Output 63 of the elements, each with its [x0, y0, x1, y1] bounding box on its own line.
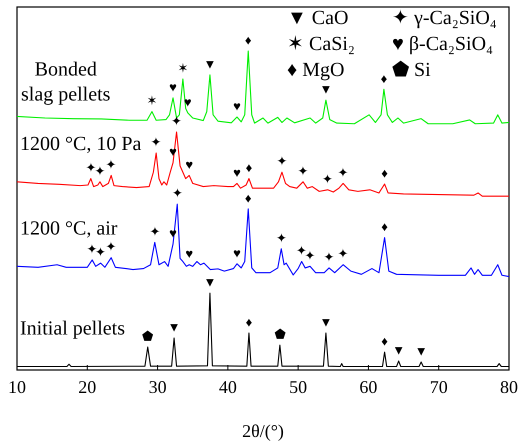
annotation: ✦ [106, 239, 117, 254]
annotation: ♦ [381, 166, 388, 181]
annotation: ▼ [168, 320, 181, 335]
x-tick-label: 30 [148, 376, 167, 397]
x-tick-label: 70 [430, 376, 448, 397]
annotation: ♦ [246, 314, 253, 330]
annotation: ✦ [94, 163, 106, 178]
annotation: ♦ [381, 219, 388, 234]
x-tick-label: 60 [359, 376, 378, 397]
annotation: ♥ β-Ca₂SiO₄ [392, 33, 494, 55]
series-label: 1200 °C, 10 Pa [20, 132, 142, 155]
annotation: ✶ [177, 60, 188, 76]
annotation: ♦ [380, 70, 388, 86]
annotation: ♥ [233, 245, 242, 260]
annotation: ✦ [338, 246, 349, 262]
annotation: ✦ [322, 171, 334, 186]
series-label: Initial pellets [20, 317, 126, 340]
annotation: ✦ [150, 134, 162, 150]
annotation: ▼ [414, 344, 428, 359]
annotation: ♥ [169, 79, 178, 94]
annotation: ⬟ [142, 328, 154, 344]
annotation: ✦ [149, 224, 160, 239]
x-tick-label: 80 [500, 376, 518, 397]
annotation: ✦ [85, 160, 96, 176]
annotation: ♦ MgO [287, 59, 344, 81]
annotation: ♦ [244, 190, 252, 206]
series-label: 1200 °C, air [20, 217, 118, 240]
x-axis-title: 2θ/(°) [242, 421, 284, 441]
text: ▼ CaO [287, 7, 348, 29]
annotation: ✶ [146, 93, 158, 108]
annotation: ✦ [296, 243, 308, 258]
text: ✦ γ-Ca₂SiO₄ [392, 7, 497, 29]
annotation: ✶ CaSi₂ [287, 33, 355, 55]
annotation: ✦ [304, 248, 316, 263]
x-tick-label: 20 [78, 376, 96, 397]
annotation: ✦ [276, 230, 287, 246]
x-tick-label: 50 [289, 376, 308, 397]
series-label: Bonded slag pellets [21, 58, 111, 106]
annotation: ✦ [276, 154, 288, 169]
annotation: ♦ [381, 334, 388, 349]
annotation: ✦ [338, 164, 349, 180]
annotation: ▼ [392, 342, 406, 358]
x-tick-label: 40 [218, 376, 237, 397]
annotation: ▼ [203, 274, 216, 290]
annotation: ✦ [86, 241, 98, 256]
annotation: ♥ [233, 164, 242, 180]
annotation: ⬟ [274, 326, 286, 342]
annotation: ✦ [95, 244, 106, 260]
annotation: ✦ [172, 186, 183, 201]
annotation: ✦ [106, 156, 117, 172]
annotation: ✦ [298, 163, 309, 178]
annotation: ✦ [324, 249, 335, 264]
annotation: ▼ [203, 56, 216, 72]
annotation: ✦ [171, 114, 182, 129]
annotation: ♦ [244, 32, 252, 48]
annotation: ▼ [319, 82, 332, 97]
annotation: ♦ [246, 160, 253, 176]
annotation: ⬟ Si [392, 59, 432, 81]
x-tick-label: 10 [8, 376, 26, 397]
annotation: ♥ [185, 246, 194, 262]
annotation: ♥ [185, 156, 194, 172]
annotation: ♥ [233, 98, 242, 114]
annotation: ▼ [319, 314, 332, 330]
